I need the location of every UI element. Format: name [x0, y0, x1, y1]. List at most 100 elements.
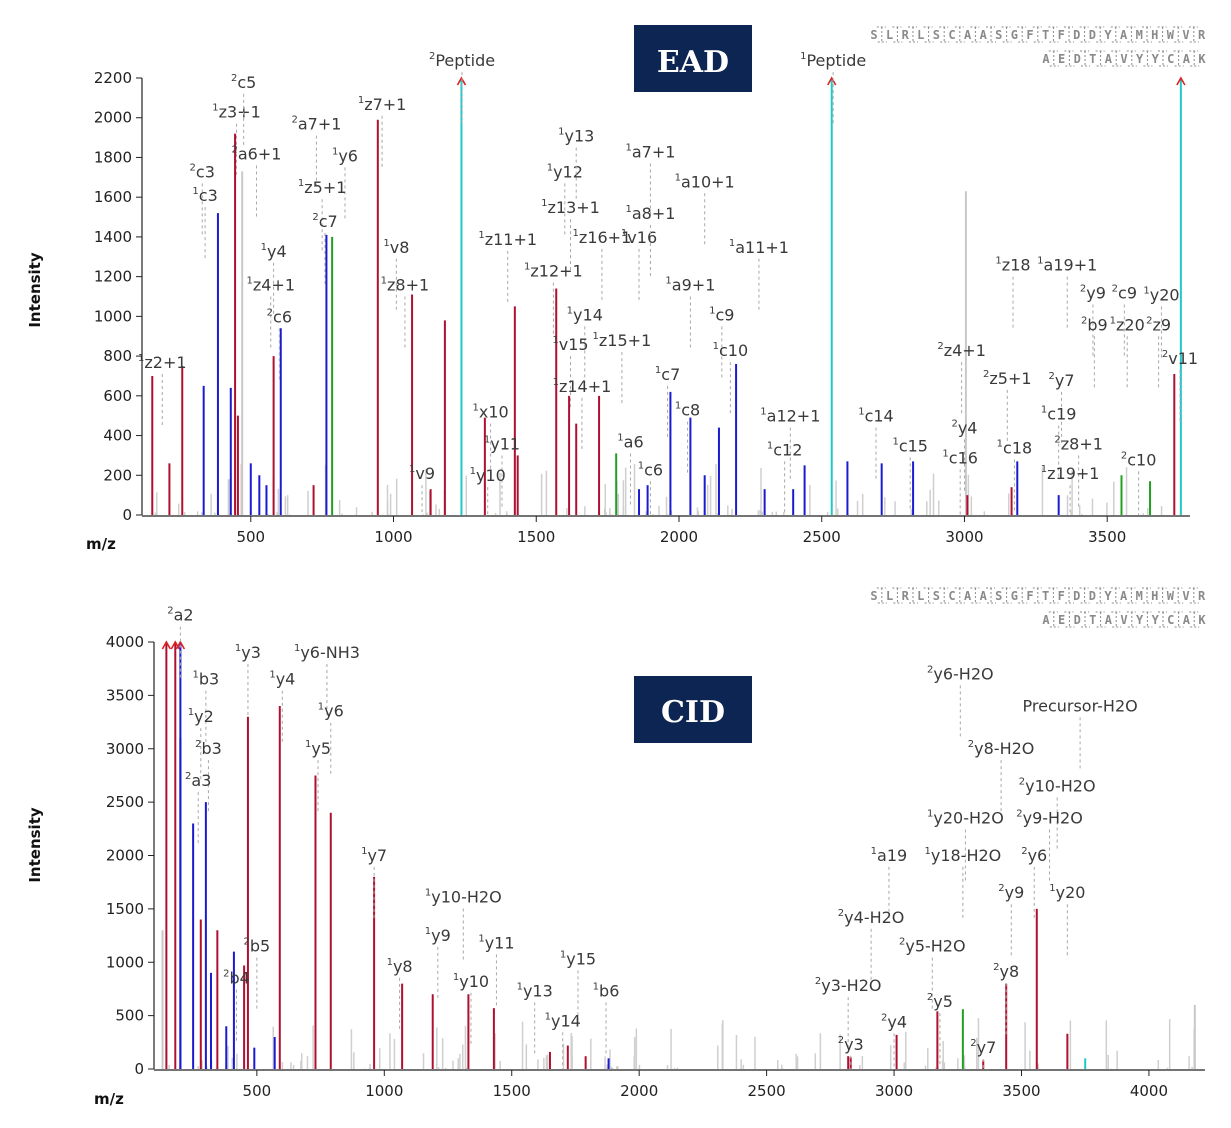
cid-ion-label: 2y9-H2O — [1016, 808, 1083, 827]
ead-peptide2-cleavage-mark — [1111, 50, 1122, 67]
ead-ion-label: 1z13+1 — [541, 198, 600, 217]
ead-ion-label: 2y7 — [1049, 371, 1075, 390]
ead-peptide2-cleavage-mark — [1142, 50, 1153, 67]
cid-ion-label: 2a2 — [167, 606, 193, 625]
ead-ion-label: 1z16+1 — [573, 228, 632, 247]
ead-x-axis-label: m/z — [86, 535, 116, 553]
ead-ion-label: 1a12+1 — [760, 407, 820, 426]
ead-badge — [634, 25, 752, 92]
ead-ion-label: 2b9 — [1081, 315, 1108, 334]
cid-x-tick-label: 1000 — [365, 1082, 403, 1100]
ead-ion-label: 2y4 — [951, 419, 977, 438]
cid-ion-label: 1y13 — [517, 981, 553, 1000]
cid-peptide1-residue: A — [980, 589, 988, 603]
ead-y-tick-label: 600 — [103, 387, 132, 405]
cid-ion-label: 1y20-H2O — [927, 808, 1004, 827]
ead-peptide1-residue: Y — [1104, 28, 1112, 42]
cid-ion-label: 2y4 — [881, 1012, 907, 1031]
ead-y-tick-label: 1600 — [94, 188, 132, 206]
ead-peptide2-cleavage-mark — [1173, 50, 1184, 67]
ead-ion-label: 2c7 — [312, 212, 337, 231]
cid-ion-label: 1y5 — [305, 739, 331, 758]
cid-peptide1-cleavage-mark — [1017, 587, 1028, 604]
ead-ion-label: 2c10 — [1121, 450, 1157, 469]
ead-ion-label: 2z9 — [1146, 315, 1171, 334]
cid-peptide1-cleavage-mark — [939, 587, 950, 604]
cid-badge — [634, 676, 752, 743]
ead-ion-label: 1y6 — [332, 146, 358, 165]
ead-peptide1-residue: R — [1198, 28, 1206, 42]
ead-ion-label: 1z18 — [995, 256, 1030, 275]
cid-ion-label: 1y6 — [318, 702, 344, 721]
cid-y-axis-label: Intensity — [26, 807, 44, 883]
ead-x-tick-label: 500 — [236, 528, 265, 546]
cid-ion-label: 2y7 — [970, 1038, 996, 1057]
cid-peptide2-cleavage-mark — [1126, 611, 1137, 628]
cid-y-tick-label: 2000 — [106, 847, 144, 865]
cid-peptide1-residue: L — [886, 589, 893, 603]
ead-ion-label: 1z7+1 — [358, 95, 407, 114]
cid-ion-label: 2y5 — [927, 992, 953, 1011]
cid-peptide2-cleavage-mark — [1111, 611, 1122, 628]
ead-ion-label: 1y13 — [558, 127, 594, 146]
ead-peptide2-cleavage-mark — [1080, 50, 1090, 67]
ead-y-tick-label: 800 — [103, 347, 132, 365]
ead-peptide2-residue: Y — [1136, 52, 1144, 66]
cid-peptide1-residue: A — [1120, 589, 1128, 603]
cid-peptide2-residue: C — [1167, 613, 1174, 627]
ead-peptide1-residue: H — [1151, 28, 1158, 42]
ead-peptide1-cleavage-mark — [923, 26, 934, 43]
ead-ion-label: 1z2+1 — [138, 353, 187, 372]
ead-ion-label: 1v15 — [552, 335, 588, 354]
cid-y-tick-label: 500 — [115, 1007, 144, 1025]
ead-peptide1-residue: F — [1058, 28, 1065, 42]
cid-peptide1-residue: D — [1089, 589, 1096, 603]
cid-ion-label: 2y8-H2O — [968, 739, 1035, 758]
ead-y-tick-label: 1800 — [94, 148, 132, 166]
cid-ion-label: 2y8 — [993, 962, 1019, 981]
ead-peptide1-cleavage-mark — [954, 26, 965, 43]
ead-ion-label: 2v11 — [1162, 349, 1198, 368]
cid-ion-label: 2a3 — [185, 771, 211, 790]
cid-overflow-arrow — [175, 640, 186, 650]
ead-peptide2-cleavage-mark — [1064, 50, 1075, 67]
cid-peptide1-residue: V — [1182, 589, 1189, 603]
ead-peptide1-cleavage-mark — [1001, 26, 1012, 43]
ead-peptide2-cleavage-mark — [1095, 50, 1106, 67]
ead-plot-area: 0 200 400 600 800 1000 1200 1400 1600 1800 2000 220… — [94, 51, 1198, 546]
ead-ion-label: 1z12+1 — [524, 262, 583, 281]
ead-overflow-arrow — [827, 76, 837, 86]
ead-x-tick-label: 1500 — [517, 528, 555, 546]
cid-peptide1-cleavage-mark — [908, 587, 918, 604]
ead-ion-label: 2c3 — [190, 162, 215, 181]
ead-peptide1-residue: S — [870, 28, 877, 42]
cid-ion-label: 2y5-H2O — [899, 937, 966, 956]
ead-ion-label: 1z15+1 — [593, 331, 652, 350]
cid-y-tick-label: 3000 — [106, 740, 144, 758]
cid-ion-label: 1y9 — [425, 926, 451, 945]
ead-ion-label: 1c7 — [655, 365, 680, 384]
cid-plot-area: 0 500 1000 1500 2000 2500 3000 3500 4000 500 1000 1… — [106, 606, 1205, 1100]
cid-ion-label: 1y11 — [478, 933, 514, 952]
cid-peptide1-residue: L — [917, 589, 924, 603]
cid-peptide1-cleavage-mark — [876, 587, 887, 604]
cid-peptide1-residue: F — [1058, 589, 1065, 603]
cid-ion-label: 1y4 — [269, 670, 295, 689]
ead-peptide1-cleavage-mark — [1095, 26, 1106, 43]
cid-x-tick-label: 2500 — [748, 1082, 786, 1100]
cid-peptide2-cleavage-mark — [1158, 611, 1168, 628]
cid-peptide1-cleavage-mark — [923, 587, 934, 604]
ead-ion-label: 1z19+1 — [1041, 464, 1100, 483]
ead-x-tick-label: 1000 — [374, 528, 412, 546]
cid-ion-label: 2y6-H2O — [927, 664, 994, 683]
cid-peptide1-residue: Y — [1104, 589, 1112, 603]
cid-ion-label: 2y10-H2O — [1019, 776, 1096, 795]
ead-ion-label: 1z3+1 — [212, 103, 261, 122]
ead-peptide1-residue: S — [933, 28, 940, 42]
ead-ion-label: 2a6+1 — [232, 144, 282, 163]
ead-x-tick-label: 3500 — [1088, 528, 1126, 546]
ead-ion-label: 1a7+1 — [625, 142, 675, 161]
ead-ion-label: 2c5 — [231, 73, 256, 92]
cid-peptide1-residue: F — [1026, 589, 1033, 603]
cid-peptide1-residue: R — [902, 589, 910, 603]
